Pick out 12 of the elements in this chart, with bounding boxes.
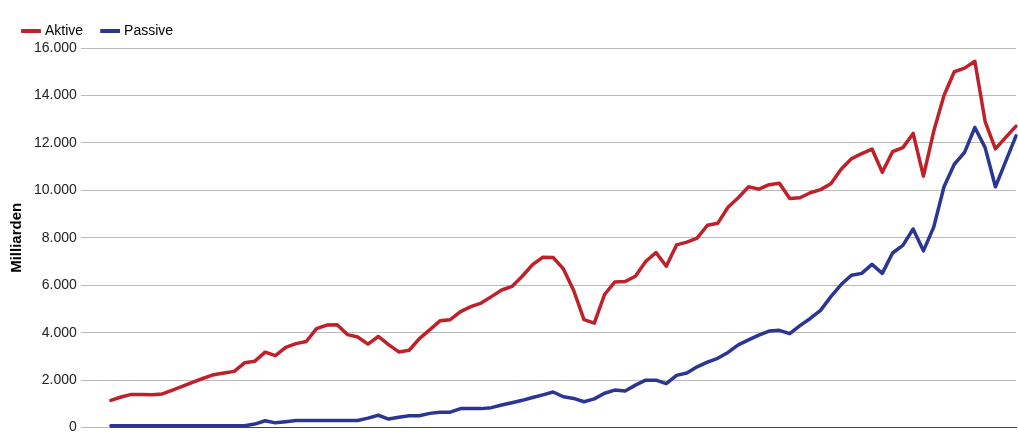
y-tick-label: 10.000 (33, 181, 78, 198)
legend-label: Aktive (45, 21, 84, 38)
y-tick-label: 0 (69, 418, 78, 435)
y-axis-title: Milliarden (7, 202, 25, 273)
y-tick-label: 16.000 (33, 38, 78, 55)
legend-label: Passive (124, 21, 174, 38)
y-tick-label: 12.000 (33, 133, 78, 150)
y-tick-label: 8.000 (41, 228, 78, 245)
y-tick-label: 4.000 (41, 323, 78, 340)
y-tick-label: 14.000 (33, 86, 78, 103)
y-tick-label: 6.000 (41, 276, 78, 293)
y-tick-label: 2.000 (41, 371, 78, 388)
